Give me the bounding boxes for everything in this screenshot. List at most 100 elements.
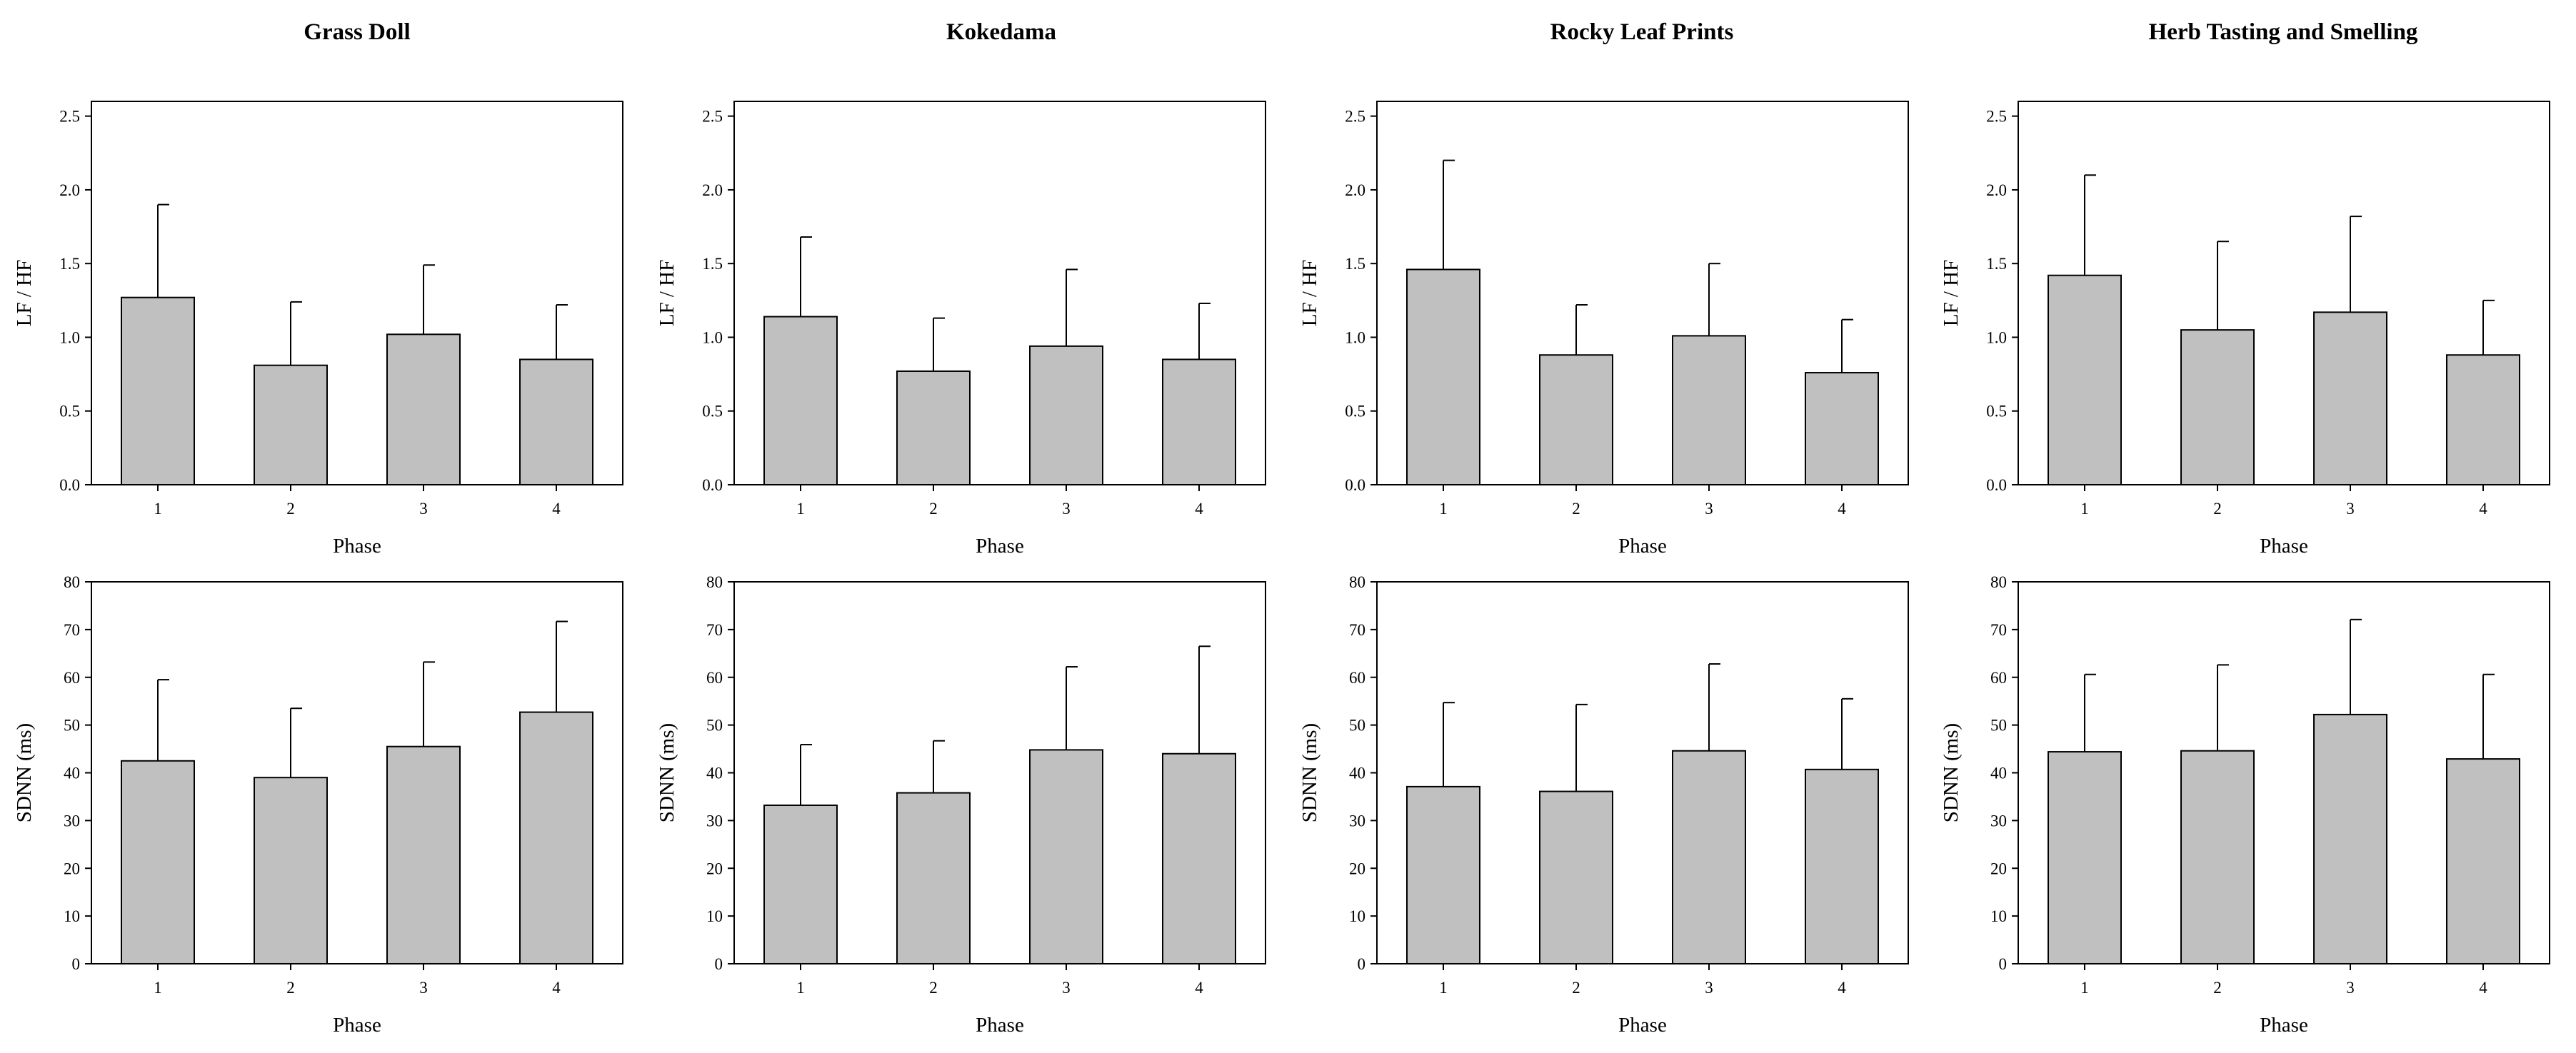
y-tick-label: 0.0 (702, 476, 723, 494)
bar-phase-3 (386, 745, 461, 964)
y-tick-label: 10 (64, 907, 80, 925)
x-tick-label: 4 (2479, 979, 2487, 997)
y-tick-label: 0.0 (59, 476, 80, 494)
y-tick-label: 2.5 (702, 108, 723, 126)
x-axis-title: Phase (2260, 535, 2308, 558)
y-tick-label: 30 (706, 812, 723, 830)
plot-frame (91, 581, 623, 964)
x-tick-label: 3 (1705, 979, 1713, 997)
x-tick-label: 4 (552, 500, 561, 518)
panel-sdnn-2: 0 10 20 30 40 50 60 70 80 1 2 3 4 Phase SDNN (ms) (656, 573, 1266, 1037)
bar-phase-3 (2313, 713, 2387, 964)
x-tick-label: 4 (2479, 500, 2487, 518)
y-tick-label: 80 (1349, 573, 1365, 591)
x-tick-label: 4 (1195, 500, 1203, 518)
panels-group: 0.0 0.5 1.0 1.5 2.0 2.5 1 2 3 4 Phase LF / HF 0.0 0.5… (13, 101, 2550, 1037)
x-tick-label: 1 (154, 979, 162, 997)
bar-phase-1 (763, 804, 838, 964)
bar-phase-1 (121, 760, 195, 964)
y-tick-label: 2.5 (1986, 108, 2007, 126)
bar-phase-1 (1406, 268, 1480, 485)
y-axis-title: LF / HF (656, 260, 678, 326)
bar-phase-4 (519, 711, 593, 964)
y-tick-label: 10 (1990, 907, 2007, 925)
y-tick-label: 0.5 (59, 403, 80, 420)
x-axis-title: Phase (1618, 535, 1667, 558)
y-tick-label: 20 (1990, 860, 2007, 877)
y-tick-label: 0.5 (1345, 403, 1365, 420)
y-tick-label: 0.0 (1986, 476, 2007, 494)
bar-phase-2 (2180, 750, 2255, 965)
plot-frame (1376, 101, 1909, 485)
column-title-1: Grass Doll (304, 19, 410, 45)
bar-phase-3 (1029, 345, 1103, 485)
column-title-2: Kokedama (946, 19, 1056, 45)
bar-phase-1 (763, 316, 838, 485)
x-axis-title: Phase (976, 535, 1024, 558)
x-tick-label: 4 (1838, 979, 1846, 997)
bar-phase-4 (2446, 354, 2520, 485)
y-tick-label: 50 (1990, 717, 2007, 735)
plot-frame (2018, 581, 2550, 964)
y-tick-label: 70 (706, 621, 723, 639)
y-tick-label: 2.5 (59, 108, 80, 126)
bar-phase-4 (519, 358, 593, 486)
x-axis-title: Phase (976, 1014, 1024, 1037)
y-axis-title: LF / HF (13, 260, 36, 326)
y-tick-label: 1.5 (59, 255, 80, 273)
y-tick-label: 0 (715, 955, 723, 973)
bar-phase-3 (1672, 750, 1746, 965)
y-tick-label: 50 (64, 717, 80, 735)
y-tick-label: 1.5 (1986, 255, 2007, 273)
x-tick-label: 2 (1572, 500, 1580, 518)
bar-phase-4 (2446, 758, 2520, 964)
y-axis-title: LF / HF (1940, 260, 1963, 326)
y-tick-label: 0.0 (1345, 476, 1365, 494)
y-tick-label: 70 (1349, 621, 1365, 639)
y-tick-label: 30 (64, 812, 80, 830)
x-tick-label: 3 (1062, 979, 1071, 997)
y-tick-label: 60 (1349, 669, 1365, 687)
y-tick-label: 2.0 (1986, 181, 2007, 199)
y-tick-label: 0 (1999, 955, 2008, 973)
x-tick-label: 1 (1439, 979, 1448, 997)
y-tick-label: 80 (64, 573, 80, 591)
bar-phase-1 (2048, 751, 2122, 964)
x-tick-label: 2 (929, 979, 938, 997)
y-tick-label: 1.0 (1986, 328, 2007, 346)
x-tick-label: 2 (929, 500, 938, 518)
bar-phase-2 (896, 792, 971, 965)
x-axis-title: Phase (333, 1014, 381, 1037)
column-title-3: Rocky Leaf Prints (1550, 19, 1734, 45)
y-tick-label: 80 (1990, 573, 2007, 591)
x-tick-label: 2 (286, 979, 295, 997)
bar-phase-2 (1539, 790, 1613, 965)
x-tick-label: 1 (796, 979, 805, 997)
y-tick-label: 30 (1990, 812, 2007, 830)
y-tick-label: 20 (1349, 860, 1365, 877)
x-tick-label: 2 (1572, 979, 1580, 997)
x-tick-label: 4 (1838, 500, 1846, 518)
bar-phase-2 (2180, 329, 2255, 485)
bar-phase-1 (2048, 274, 2122, 485)
y-tick-label: 1.0 (702, 328, 723, 346)
bar-phase-3 (2313, 311, 2387, 485)
panel-sdnn-3: 0 10 20 30 40 50 60 70 80 1 2 3 4 Phase SDNN (ms) (1298, 573, 1909, 1037)
panel-lfhf-3: 0.0 0.5 1.0 1.5 2.0 2.5 1 2 3 4 Phase LF / HF (1298, 101, 1909, 558)
panel-lfhf-1: 0.0 0.5 1.0 1.5 2.0 2.5 1 2 3 4 Phase LF / HF (13, 101, 623, 558)
x-axis-title: Phase (2260, 1014, 2308, 1037)
x-tick-label: 1 (1439, 500, 1448, 518)
y-tick-label: 1.5 (702, 255, 723, 273)
y-tick-label: 20 (706, 860, 723, 877)
y-tick-label: 60 (1990, 669, 2007, 687)
y-tick-label: 20 (64, 860, 80, 877)
x-tick-label: 2 (286, 500, 295, 518)
plot-frame (733, 581, 1266, 964)
bar-phase-2 (254, 777, 328, 964)
y-tick-label: 60 (706, 669, 723, 687)
y-tick-label: 50 (706, 717, 723, 735)
y-tick-label: 40 (1990, 765, 2007, 782)
x-tick-label: 4 (552, 979, 561, 997)
x-tick-label: 1 (2080, 500, 2089, 518)
